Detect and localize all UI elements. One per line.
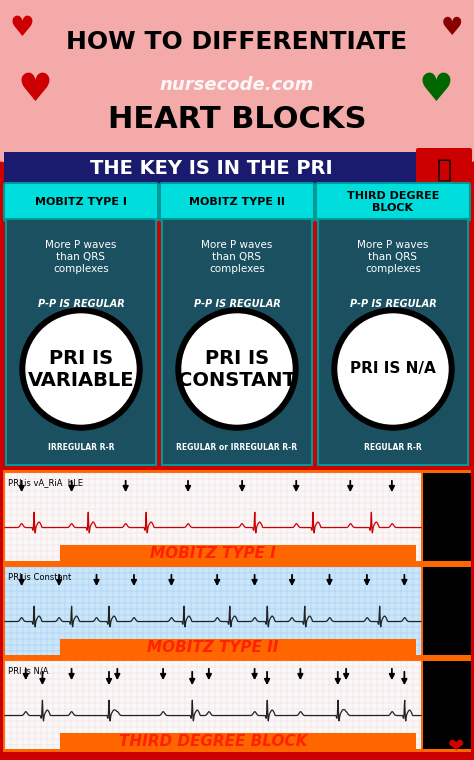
FancyBboxPatch shape [0,0,474,162]
Text: PRI is vA_RiA  bLE: PRI is vA_RiA bLE [8,479,83,487]
FancyBboxPatch shape [160,183,314,221]
FancyBboxPatch shape [4,183,158,221]
Text: ❤: ❤ [448,736,464,755]
Text: 👎: 👎 [427,511,435,524]
Text: 👎: 👎 [427,698,435,711]
Text: REGULAR or IRREGULAR R-R: REGULAR or IRREGULAR R-R [176,442,298,451]
Text: PRI IS
CONSTANT: PRI IS CONSTANT [178,349,296,389]
Text: 👎: 👎 [427,604,435,617]
Text: P-P IS REGULAR: P-P IS REGULAR [193,299,281,309]
Circle shape [20,308,142,430]
Text: ♥: ♥ [9,14,35,42]
Text: MOBITZ TYPE I: MOBITZ TYPE I [150,546,276,562]
Circle shape [332,308,454,430]
Text: IRREGULAR R-R: IRREGULAR R-R [48,442,114,451]
FancyBboxPatch shape [5,661,421,749]
Circle shape [182,314,292,424]
Text: ♥: ♥ [419,71,454,109]
Text: REGULAR R-R: REGULAR R-R [364,442,422,451]
Text: More P waves
than QRS
complexes: More P waves than QRS complexes [357,240,428,274]
Text: ♥: ♥ [18,71,53,109]
Text: P-P IS REGULAR: P-P IS REGULAR [37,299,124,309]
Text: THIRD DEGREE
BLOCK: THIRD DEGREE BLOCK [347,192,439,213]
FancyBboxPatch shape [316,183,470,221]
FancyBboxPatch shape [4,152,418,184]
Text: PRI IS
VARIABLE: PRI IS VARIABLE [28,349,134,389]
FancyBboxPatch shape [60,733,416,751]
FancyBboxPatch shape [60,545,416,563]
FancyBboxPatch shape [3,658,471,752]
Text: 🗝: 🗝 [437,158,452,182]
Text: nursecode.com: nursecode.com [160,76,314,94]
Text: PRI is N/A: PRI is N/A [8,667,48,676]
FancyBboxPatch shape [6,219,156,465]
Text: MOBITZ TYPE II: MOBITZ TYPE II [147,641,279,655]
FancyBboxPatch shape [3,564,471,658]
FancyBboxPatch shape [5,567,421,655]
Text: PRI IS N/A: PRI IS N/A [350,362,436,376]
Text: 👎: 👎 [442,698,449,711]
Circle shape [26,314,136,424]
Text: ♥: ♥ [441,16,463,40]
FancyBboxPatch shape [423,661,471,749]
FancyBboxPatch shape [423,567,471,655]
Text: HEART BLOCKS: HEART BLOCKS [108,106,366,135]
Circle shape [338,314,448,424]
Text: 👎: 👎 [450,604,457,617]
Text: 👎: 👎 [457,698,465,711]
Text: HOW TO DIFFERENTIATE: HOW TO DIFFERENTIATE [66,30,408,54]
Text: THE KEY IS IN THE PRI: THE KEY IS IN THE PRI [90,159,332,178]
FancyBboxPatch shape [318,219,468,465]
Text: MOBITZ TYPE I: MOBITZ TYPE I [35,197,127,207]
FancyBboxPatch shape [60,639,416,657]
Text: P-P IS REGULAR: P-P IS REGULAR [350,299,437,309]
Text: MOBITZ TYPE II: MOBITZ TYPE II [189,197,285,207]
FancyBboxPatch shape [5,473,421,561]
Circle shape [176,308,298,430]
FancyBboxPatch shape [162,219,312,465]
FancyBboxPatch shape [416,148,472,194]
FancyBboxPatch shape [423,473,471,561]
Text: More P waves
than QRS
complexes: More P waves than QRS complexes [46,240,117,274]
Text: PRI is Constant: PRI is Constant [8,572,71,581]
Text: More P waves
than QRS
complexes: More P waves than QRS complexes [201,240,273,274]
FancyBboxPatch shape [3,470,471,564]
Text: THIRD DEGREE BLOCK: THIRD DEGREE BLOCK [118,734,307,749]
